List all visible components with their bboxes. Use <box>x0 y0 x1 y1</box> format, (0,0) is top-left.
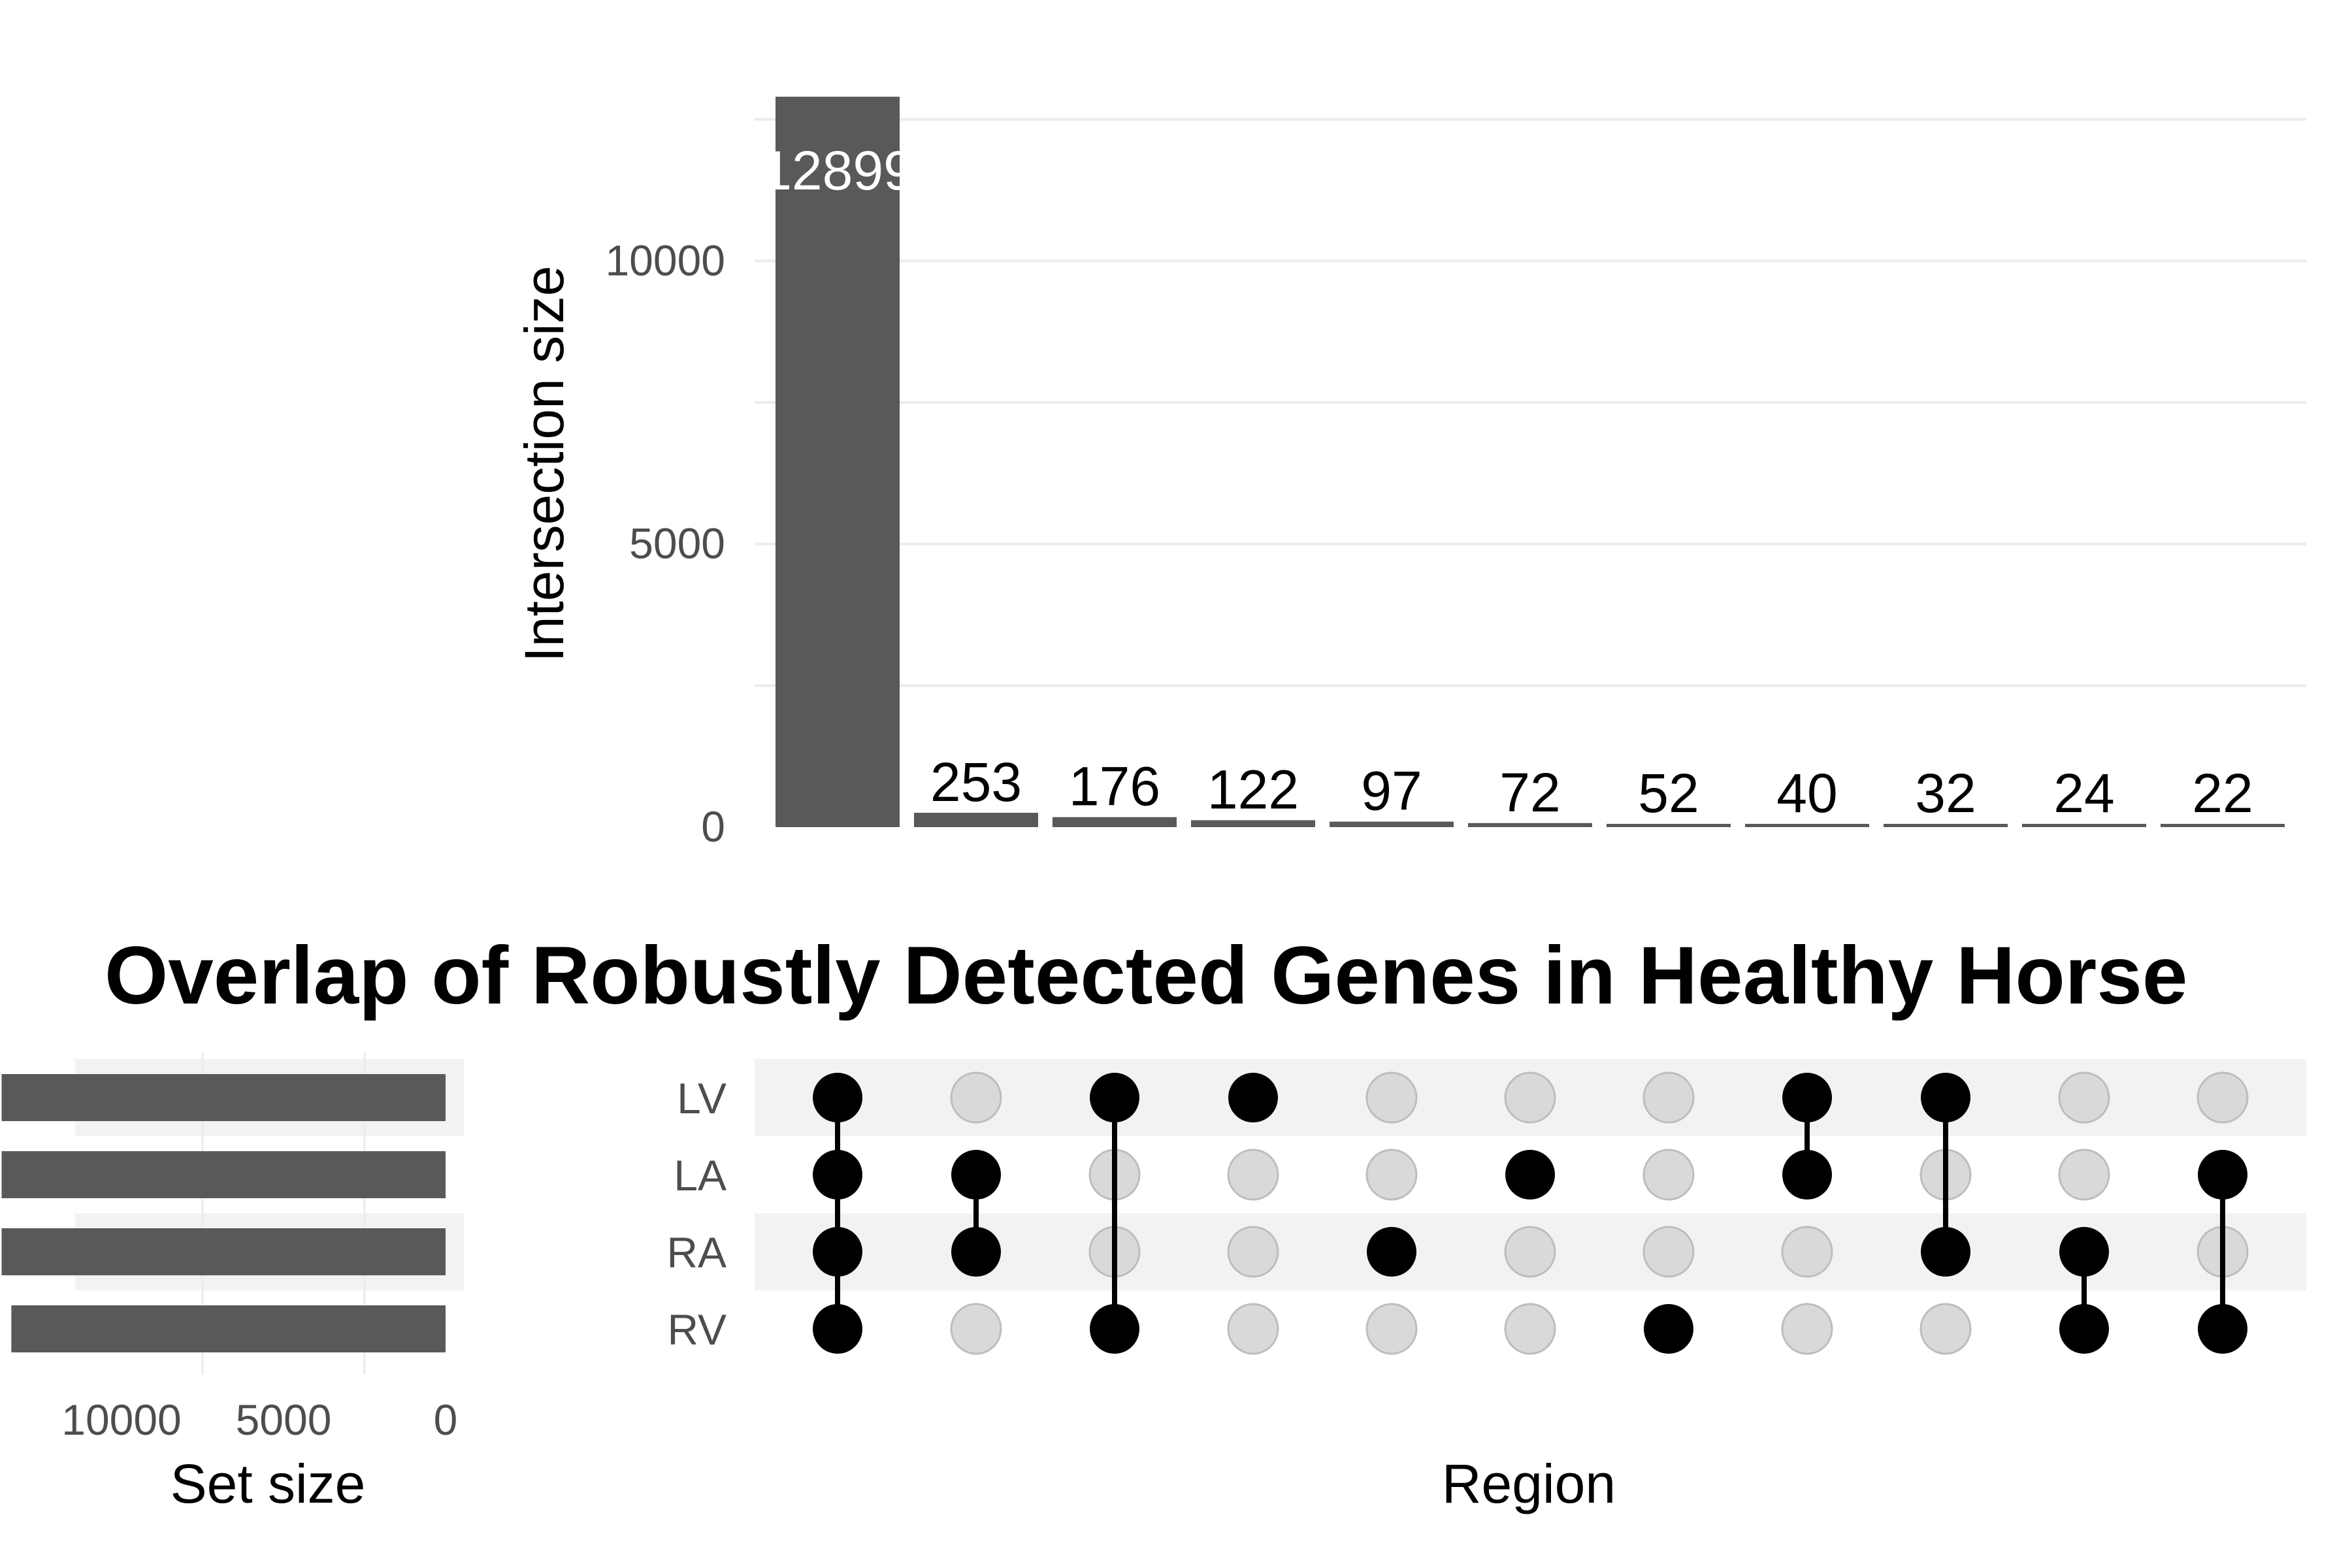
membership-matrix: LV LA RA RV Region <box>666 1059 2306 1514</box>
chart-title: Overlap of Robustly Detected Genes in He… <box>105 930 2187 1021</box>
intersection-bar-label: 32 <box>1915 762 1976 824</box>
membership-dot-inactive <box>1504 1226 1556 1278</box>
membership-dot-active <box>1090 1073 1139 1122</box>
membership-dot-inactive <box>1642 1226 1695 1278</box>
set-row-labels: LV LA RA RV <box>666 1074 727 1354</box>
intersection-bar-label: 22 <box>2192 762 2253 824</box>
intersection-bar-label: 12899 <box>761 140 914 201</box>
intersection-axis-ticks: 0 5000 10000 <box>605 236 725 851</box>
intersection-bar-label: 253 <box>930 751 1022 813</box>
membership-dot-inactive <box>950 1071 1002 1124</box>
intersection-bar <box>2161 824 2285 827</box>
membership-dot-inactive <box>950 1303 1002 1355</box>
intersection-bar-label: 24 <box>2053 762 2114 824</box>
set-size-tick-label: 5000 <box>236 1396 332 1444</box>
membership-dot-active <box>2059 1304 2109 1354</box>
membership-dot-inactive <box>1365 1071 1418 1124</box>
intersection-bar <box>1053 817 1177 827</box>
membership-dot-inactive <box>1642 1071 1695 1124</box>
membership-dot-inactive <box>1504 1303 1556 1355</box>
intersection-bar <box>1884 824 2008 827</box>
intersection-axis-title: Intersection size <box>514 266 575 662</box>
set-size-tick-label: 0 <box>434 1396 458 1444</box>
membership-dot-inactive <box>1227 1226 1279 1278</box>
membership-dot-active <box>1228 1073 1278 1122</box>
set-size-bars <box>1 1074 446 1352</box>
membership-dot-active <box>1921 1227 1970 1277</box>
membership-dot-active <box>2198 1150 2247 1200</box>
intersection-gridlines <box>755 118 2306 687</box>
membership-dot-inactive <box>1642 1149 1695 1201</box>
membership-dot-active <box>1505 1150 1555 1200</box>
membership-dot-active <box>813 1227 862 1277</box>
set-size-tick-label: 10000 <box>61 1396 182 1444</box>
membership-dot-active <box>2198 1304 2247 1354</box>
membership-dot-active <box>813 1304 862 1354</box>
set-row-label: RA <box>666 1228 727 1277</box>
membership-dot-active <box>1090 1304 1139 1354</box>
set-row-label: LA <box>674 1151 727 1200</box>
membership-dot-active <box>1644 1304 1693 1354</box>
set-size-bar <box>1 1074 446 1121</box>
membership-dot-inactive <box>2197 1071 2249 1124</box>
intersection-bars: 12899 253 176 122 97 72 52 40 32 24 22 <box>761 97 2285 827</box>
set-size-bar <box>1 1151 446 1198</box>
membership-dot-inactive <box>1365 1303 1418 1355</box>
membership-dot-inactive <box>1781 1226 1833 1278</box>
intersection-bar-label: 176 <box>1069 756 1160 817</box>
intersection-bar-label: 40 <box>1776 762 1837 824</box>
set-size-axis-ticks: 10000 5000 0 <box>61 1396 457 1444</box>
intersection-bar-label: 97 <box>1361 760 1422 822</box>
set-row-label: RV <box>668 1305 727 1354</box>
intersection-tick-label: 0 <box>701 802 725 851</box>
set-row-label: LV <box>677 1074 727 1122</box>
membership-dot-inactive <box>1781 1303 1833 1355</box>
membership-dot-active <box>1782 1073 1832 1122</box>
membership-dot-inactive <box>1227 1303 1279 1355</box>
intersection-bar <box>1607 824 1731 827</box>
membership-dot-active <box>951 1150 1001 1200</box>
membership-dot-inactive <box>1504 1071 1556 1124</box>
membership-dot-active <box>813 1073 862 1122</box>
intersection-bar <box>1745 824 1869 827</box>
membership-dot-inactive <box>2058 1149 2110 1201</box>
intersection-bar-label: 122 <box>1207 759 1299 820</box>
intersection-bar <box>914 813 1038 827</box>
set-size-panel: 10000 5000 0 Set size <box>1 1052 464 1514</box>
membership-dot-active <box>1921 1073 1970 1122</box>
membership-dots <box>813 1071 2249 1355</box>
intersection-bar <box>2022 824 2146 827</box>
matrix-axis-title: Region <box>1442 1453 1616 1514</box>
membership-dot-active <box>2059 1227 2109 1277</box>
membership-dot-inactive <box>1919 1303 1972 1355</box>
set-size-bar <box>1 1228 446 1275</box>
intersection-bar <box>1330 821 1454 827</box>
intersection-bar <box>1468 823 1592 827</box>
set-size-bar <box>11 1305 446 1352</box>
membership-dot-active <box>951 1227 1001 1277</box>
membership-dot-active <box>1782 1150 1832 1200</box>
intersection-bar <box>1191 820 1315 827</box>
membership-dot-inactive <box>2058 1071 2110 1124</box>
membership-dot-inactive <box>1227 1149 1279 1201</box>
intersection-bar-label: 52 <box>1638 762 1699 824</box>
set-size-axis-title: Set size <box>171 1453 366 1514</box>
intersection-tick-label: 5000 <box>629 519 725 568</box>
membership-dot-active <box>813 1150 862 1200</box>
membership-dot-inactive <box>1365 1149 1418 1201</box>
intersection-bar-label: 72 <box>1499 762 1560 823</box>
intersection-bar <box>776 97 900 827</box>
intersection-tick-label: 10000 <box>605 236 725 284</box>
membership-dot-active <box>1367 1227 1416 1277</box>
